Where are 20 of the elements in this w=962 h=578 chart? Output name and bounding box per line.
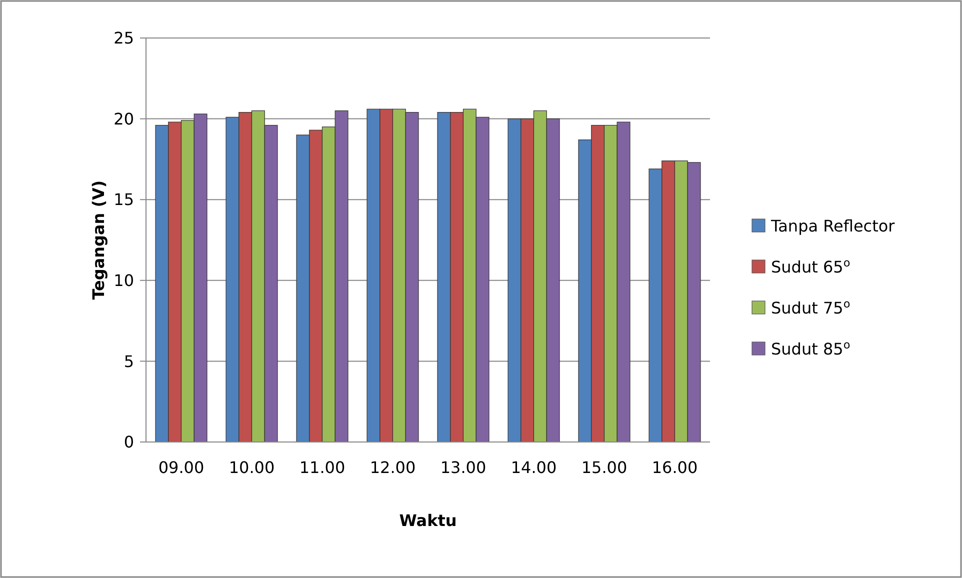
y-tick-label: 10: [114, 271, 134, 290]
x-tick-label: 15.00: [581, 458, 628, 477]
y-tick-label: 0: [124, 432, 134, 452]
y-tick-label: 25: [114, 28, 134, 48]
legend-label: Tanpa Reflector: [770, 216, 896, 236]
legend-label: Sudut 75$^{o}$: [771, 297, 850, 318]
x-tick-label: 13.00: [440, 458, 486, 477]
x-axis-title: Waktu: [399, 511, 457, 530]
x-tick-label: 16.00: [652, 458, 698, 477]
legend-label: Sudut 85$^{o}$: [771, 338, 850, 359]
y-tick-label: 20: [114, 109, 134, 128]
x-tick-label: 14.00: [510, 458, 557, 477]
y-axis-title: Tegangan (V): [89, 180, 108, 300]
legend-label: Sudut 65$^{o}$: [771, 256, 850, 277]
x-tick-label: 12.00: [370, 458, 416, 477]
x-tick-label: 09.00: [158, 458, 204, 477]
x-tick-label: 11.00: [299, 458, 346, 477]
y-tick-label: 15: [114, 190, 134, 210]
x-tick-label: 10.00: [228, 458, 275, 477]
y-tick-label: 5: [124, 352, 134, 371]
